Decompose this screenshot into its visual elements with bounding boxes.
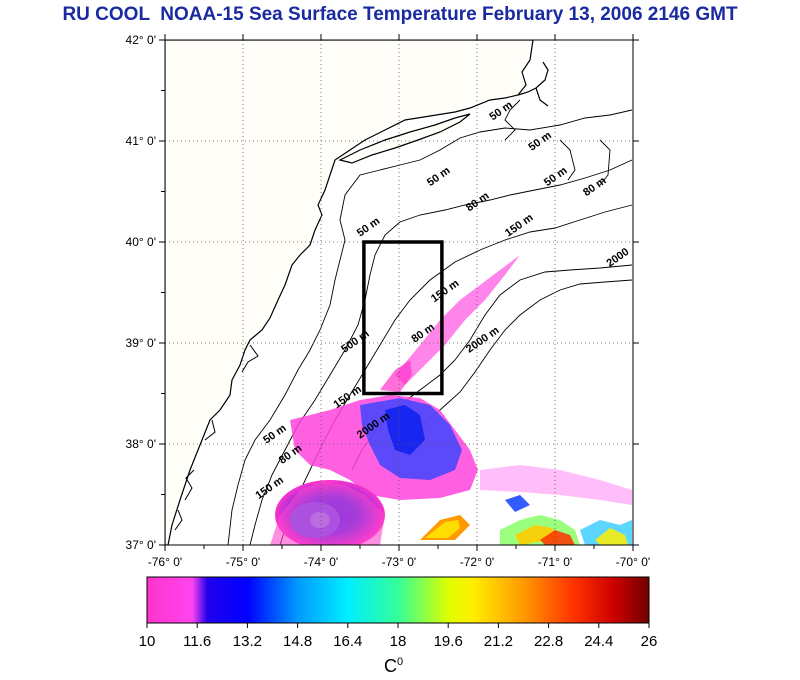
- sst-pixels: [270, 255, 632, 545]
- y-tick-label: 40° 0': [126, 235, 156, 249]
- x-axis-ticks: -76° 0' -75° 0' -74° 0' -73° 0' -72° 0' -71° …: [148, 34, 650, 569]
- colorbar-tick-label: 19.6: [434, 633, 463, 650]
- x-tick-label: -70° 0': [616, 555, 650, 569]
- delaware-bay-shore: [174, 344, 259, 531]
- x-tick-label: -76° 0': [148, 555, 182, 569]
- y-tick-label: 41° 0': [126, 134, 156, 148]
- colorbar-tick-label: 13.2: [233, 633, 262, 650]
- y-axis-ticks: 37° 0' 38° 0' 39° 0' 40° 0' 41° 0' 42° 0': [126, 33, 639, 552]
- colorbar-tick-label: 11.6: [183, 633, 211, 650]
- y-tick-label: 39° 0': [126, 336, 156, 350]
- x-tick-label: -72° 0': [460, 555, 494, 569]
- map-title: RU COOL NOAA-15 Sea Surface Temperature …: [62, 4, 738, 25]
- colorbar-tick-label: 14.8: [283, 633, 312, 650]
- land-mass: [165, 40, 534, 545]
- y-tick-label: 38° 0': [126, 437, 156, 451]
- map-grid: [165, 40, 633, 545]
- colorbar-tick-label: 24.4: [584, 633, 613, 650]
- colorbar-tick-label: 10: [139, 633, 156, 650]
- long-island: [338, 113, 471, 164]
- y-tick-label: 42° 0': [126, 33, 156, 47]
- x-tick-label: -75° 0': [226, 555, 260, 569]
- colorbar: [146, 576, 650, 624]
- colorbar-tick-label: 16.4: [333, 633, 362, 650]
- colorbar-tick-label: 26: [641, 633, 658, 650]
- colorbar-ticks: 10 11.6 13.2 14.8 16.4 18 19.6 21.2 22.8 24.4 26: [139, 623, 658, 650]
- study-box: [362, 240, 444, 396]
- y-tick-label: 37° 0': [126, 538, 156, 552]
- x-tick-label: -74° 0': [304, 555, 338, 569]
- colorbar-tick-label: 21.2: [484, 633, 513, 650]
- colorbar-tick-label: 22.8: [534, 633, 563, 650]
- x-tick-label: -71° 0': [538, 555, 572, 569]
- cape-cod: [517, 61, 549, 107]
- colorbar-unit-label: C0: [384, 656, 403, 676]
- colorbar-tick-label: 18: [390, 633, 407, 650]
- x-tick-label: -73° 0': [382, 555, 416, 569]
